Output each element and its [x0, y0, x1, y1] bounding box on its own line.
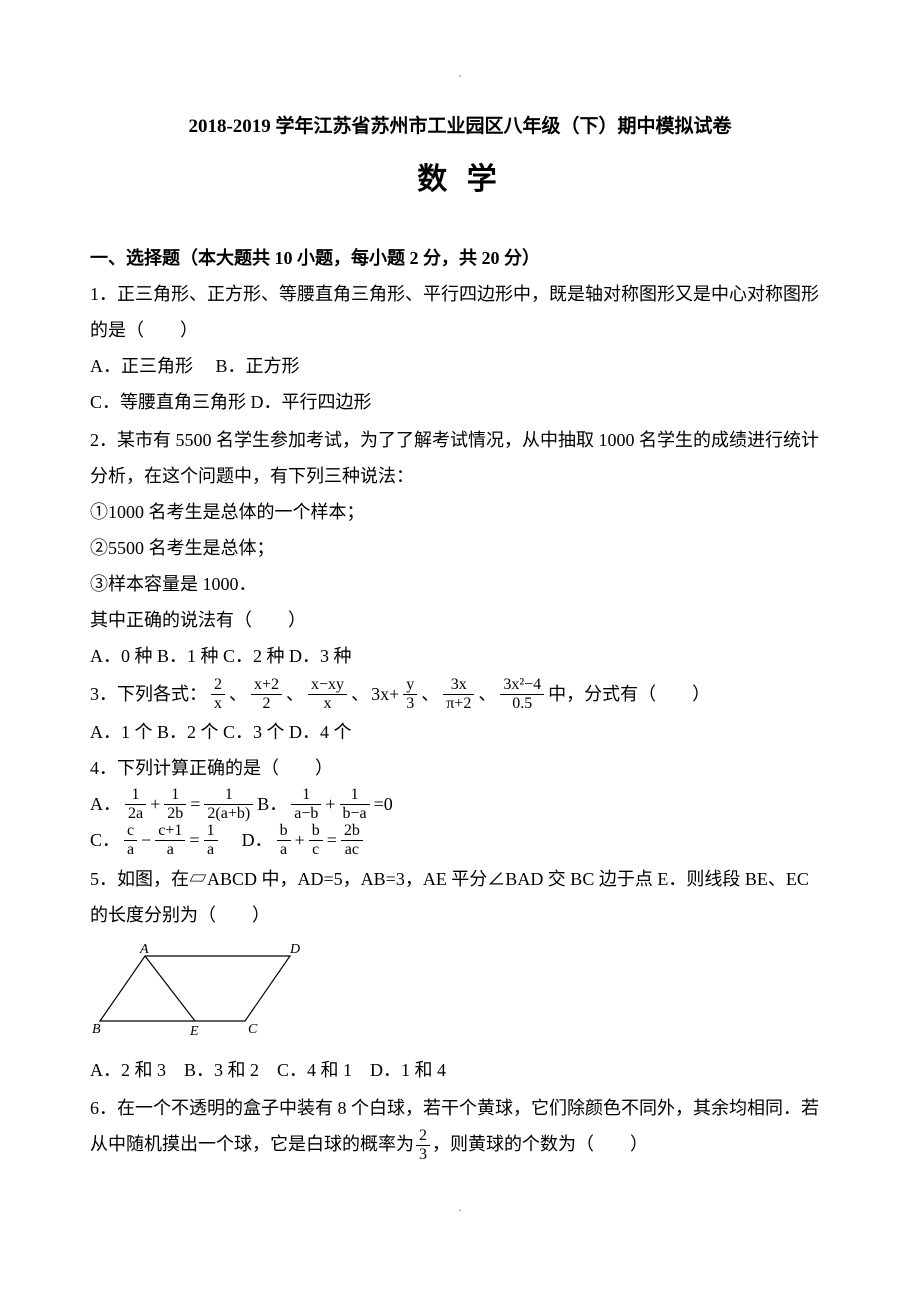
q3-term2: x+22: [251, 676, 282, 712]
question-3-prefix: 3．下列各式：: [90, 676, 207, 712]
svg-text:D: D: [289, 942, 300, 957]
q4-d-f3: 2bac: [341, 822, 363, 858]
sep: 、: [351, 676, 369, 712]
q1-option-c: C．等腰直角三角形: [90, 392, 246, 412]
question-2-stem: 2．某市有 5500 名学生参加考试，为了了解考试情况，从中抽取 1000 名学…: [90, 422, 830, 494]
question-5-options: A．2 和 3 B．3 和 2 C．4 和 1 D．1 和 4: [90, 1052, 830, 1088]
question-2-options: A．0 种 B．1 种 C．2 种 D．3 种: [90, 638, 830, 674]
q3-term3: x−xyx: [308, 676, 347, 712]
plus: +: [150, 786, 160, 822]
q4-b-f2: 1b−a: [340, 786, 370, 822]
q6-fraction: 23: [416, 1127, 430, 1163]
question-3-suffix: 中，分式有（ ）: [548, 676, 710, 712]
question-6-stem-post: ，则黄球的个数为（ ）: [432, 1134, 648, 1154]
q4-d-label: D．: [242, 822, 273, 858]
eq: =0: [374, 786, 393, 822]
question-4: 4．下列计算正确的是（ ） A． 12a + 12b = 12(a+b) B． …: [90, 750, 830, 858]
question-4-row2: C． ca − c+1a = 1a D． ba + bc = 2bac: [90, 822, 830, 858]
question-4-stem: 4．下列计算正确的是（ ）: [90, 750, 830, 786]
q4-c-f1: ca: [124, 822, 137, 858]
svg-text:A: A: [139, 942, 149, 957]
question-1: 1．正三角形、正方形、等腰直角三角形、平行四边形中，既是轴对称图形又是中心对称图…: [90, 276, 830, 420]
question-6: 6．在一个不透明的盒子中装有 8 个白球，若干个黄球，它们除颜色不同外，其余均相…: [90, 1090, 830, 1164]
plus: +: [325, 786, 335, 822]
q4-d-f1: ba: [277, 822, 291, 858]
question-2-line1: ①1000 名考生是总体的一个样本；: [90, 494, 830, 530]
footer-dot: .: [90, 1194, 830, 1222]
sep: 、: [421, 676, 439, 712]
q1-option-d: D．平行四边形: [251, 392, 372, 412]
eq: =: [327, 822, 337, 858]
sep: 、: [478, 676, 496, 712]
svg-text:B: B: [92, 1022, 101, 1036]
q4-a-f3: 12(a+b): [204, 786, 253, 822]
q4-a-label: A．: [90, 786, 121, 822]
question-3: 3．下列各式： 2x 、 x+22 、 x−xyx 、 3x+ y3 、 3xπ…: [90, 676, 830, 712]
sep: 、: [286, 676, 304, 712]
q4-a-f2: 12b: [164, 786, 186, 822]
q1-option-a: A．正三角形: [90, 356, 193, 376]
main-title: 数 学: [90, 150, 830, 210]
question-3-options: A．1 个 B．2 个 C．3 个 D．4 个: [90, 714, 830, 750]
q4-b-label: B．: [257, 786, 287, 822]
svg-text:C: C: [248, 1022, 258, 1036]
question-1-options-row1: A．正三角形 B．正方形: [90, 348, 830, 384]
question-4-row1: A． 12a + 12b = 12(a+b) B． 1a−b + 1b−a =0: [90, 786, 830, 822]
parallelogram-diagram: A D B E C: [90, 941, 830, 1048]
q4-d-f2: bc: [309, 822, 323, 858]
question-5: 5．如图，在▱ABCD 中，AD=5，AB=3，AE 平分∠BAD 交 BC 边…: [90, 861, 830, 1088]
question-1-options-row2: C．等腰直角三角形 D．平行四边形: [90, 384, 830, 420]
question-2-line4: 其中正确的说法有（ ）: [90, 602, 830, 638]
svg-text:E: E: [189, 1024, 199, 1036]
q3-term6: 3x²−40.5: [500, 676, 544, 712]
q4-a-f1: 12a: [125, 786, 146, 822]
minus: −: [141, 822, 151, 858]
q3-term4-pre: 3x+: [371, 676, 399, 712]
question-1-stem: 1．正三角形、正方形、等腰直角三角形、平行四边形中，既是轴对称图形又是中心对称图…: [90, 276, 830, 348]
eq: =: [190, 786, 200, 822]
plus: +: [295, 822, 305, 858]
subtitle: 2018-2019 学年江苏省苏州市工业园区八年级（下）期中模拟试卷: [90, 108, 830, 146]
q3-term1: 2x: [211, 676, 225, 712]
q1-option-b: B．正方形: [216, 356, 300, 376]
q3-term5: 3xπ+2: [443, 676, 474, 712]
section-heading: 一、选择题（本大题共 10 小题，每小题 2 分，共 20 分）: [90, 240, 830, 276]
question-2-line2: ②5500 名考生是总体；: [90, 530, 830, 566]
q4-c-f2: c+1a: [155, 822, 185, 858]
q3-term4: y3: [403, 676, 417, 712]
q4-b-f1: 1a−b: [291, 786, 321, 822]
question-2-line3: ③样本容量是 1000．: [90, 566, 830, 602]
sep: 、: [229, 676, 247, 712]
q4-c-label: C．: [90, 822, 120, 858]
question-2: 2．某市有 5500 名学生参加考试，为了了解考试情况，从中抽取 1000 名学…: [90, 422, 830, 674]
question-5-stem: 5．如图，在▱ABCD 中，AD=5，AB=3，AE 平分∠BAD 交 BC 边…: [90, 861, 830, 933]
eq: =: [189, 822, 199, 858]
q4-c-f3: 1a: [204, 822, 218, 858]
header-dot: .: [90, 60, 830, 88]
